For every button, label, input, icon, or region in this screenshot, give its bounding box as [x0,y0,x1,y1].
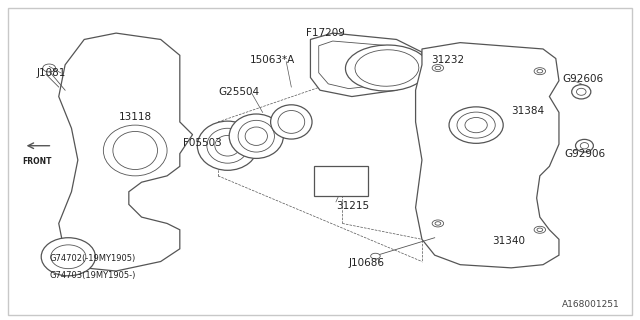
Polygon shape [59,33,193,271]
FancyBboxPatch shape [314,166,368,196]
Ellipse shape [575,140,593,152]
Text: G74703(19MY1905-): G74703(19MY1905-) [49,271,136,280]
Ellipse shape [333,170,349,179]
Text: G92606: G92606 [562,74,604,84]
FancyBboxPatch shape [8,8,632,316]
Ellipse shape [534,68,545,75]
Ellipse shape [41,238,95,276]
Text: 31340: 31340 [492,236,525,246]
Text: F05503: F05503 [183,138,221,148]
Ellipse shape [371,253,380,259]
Ellipse shape [197,121,258,170]
Text: 31384: 31384 [511,106,544,116]
Ellipse shape [572,85,591,99]
Text: J10686: J10686 [349,258,385,268]
Text: 13118: 13118 [119,112,152,122]
Text: G74702(-19MY1905): G74702(-19MY1905) [49,254,136,263]
Text: 31232: 31232 [431,55,465,65]
Text: J1081: J1081 [36,68,66,78]
Ellipse shape [432,65,444,71]
Text: G92906: G92906 [564,149,605,159]
Polygon shape [310,33,422,97]
Text: FRONT: FRONT [22,157,52,166]
Ellipse shape [229,114,284,158]
Polygon shape [319,41,410,89]
Text: 31215: 31215 [336,201,369,211]
Ellipse shape [271,105,312,139]
Text: A168001251: A168001251 [562,300,620,309]
Text: F17209: F17209 [306,28,345,38]
Ellipse shape [346,45,428,91]
Ellipse shape [432,220,444,227]
Ellipse shape [534,226,545,233]
Text: G25504: G25504 [218,87,259,97]
Polygon shape [415,43,559,268]
Text: 15063*A: 15063*A [250,55,295,65]
